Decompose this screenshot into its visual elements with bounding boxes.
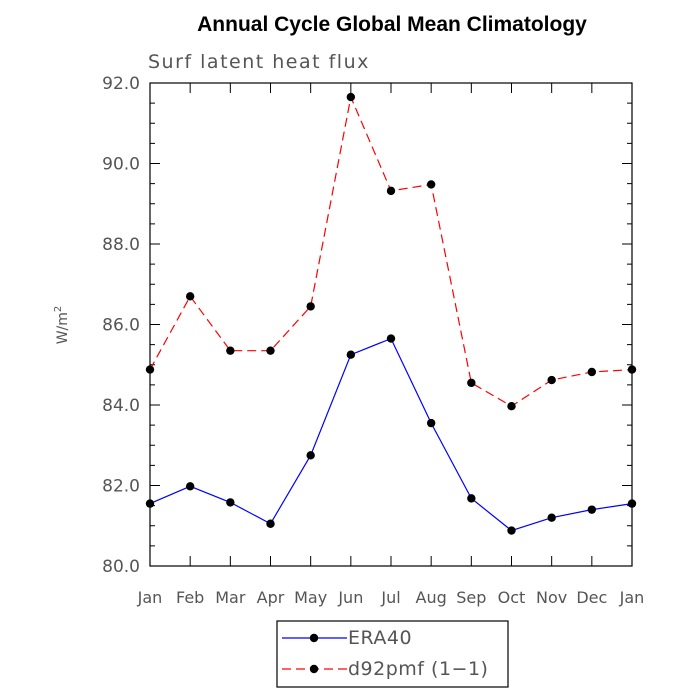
- legend-label: d92pmf (1−1): [348, 658, 488, 680]
- legend-marker: [309, 633, 319, 643]
- x-tick-label: Mar: [215, 588, 246, 607]
- series-layer: [145, 92, 637, 535]
- data-point: [306, 451, 315, 460]
- data-point: [266, 519, 275, 528]
- legend-box: [276, 620, 509, 688]
- chart-title: Annual Cycle Global Mean Climatology: [197, 13, 587, 36]
- y-tick-label: 80.0: [102, 557, 140, 577]
- data-point: [386, 186, 396, 196]
- x-tick-label: Dec: [576, 588, 607, 607]
- data-point: [346, 92, 356, 102]
- data-point: [226, 346, 235, 355]
- data-point: [507, 402, 516, 411]
- data-point: [627, 365, 637, 374]
- y-axis-label: W/m2: [53, 306, 71, 345]
- x-tick-label: Feb: [176, 588, 204, 607]
- x-tick-label: Jan: [137, 588, 163, 607]
- series-line-1: [149, 95, 633, 407]
- x-tick-label: May: [294, 588, 327, 607]
- data-point: [185, 482, 195, 491]
- data-point: [467, 494, 476, 503]
- x-tick-label: Nov: [536, 588, 567, 607]
- data-point: [426, 418, 436, 428]
- data-point: [346, 350, 356, 359]
- x-tick-label: Jul: [380, 588, 400, 607]
- x-tick-label: Jan: [619, 588, 645, 607]
- x-tick-label: Oct: [498, 588, 526, 607]
- series-line-0: [149, 337, 633, 532]
- data-point: [145, 499, 155, 508]
- x-tick-label: Sep: [456, 588, 486, 607]
- data-point: [587, 505, 597, 514]
- chart-subtitle: Surf latent heat flux: [148, 51, 370, 73]
- data-point: [507, 526, 516, 535]
- x-tick-label: Jun: [337, 588, 363, 607]
- data-point: [185, 292, 195, 301]
- plot-frame: [149, 82, 633, 567]
- y-tick-label: 88.0: [102, 235, 140, 255]
- y-tick-label: 86.0: [102, 316, 140, 336]
- data-point: [587, 367, 597, 377]
- data-point: [306, 302, 315, 311]
- legend: ERA40 d92pmf (1−1): [276, 620, 509, 688]
- y-tick-label: 92.0: [102, 74, 140, 94]
- legend-label: ERA40: [348, 627, 412, 649]
- data-point: [145, 365, 155, 374]
- data-point: [547, 375, 556, 385]
- axes: 80.0 82.0 84.0 86.0 88.0 90.0 92.0 Jan Feb Mar Apr…: [102, 74, 644, 607]
- data-point: [547, 513, 556, 522]
- x-tick-label: Apr: [257, 588, 285, 607]
- x-tick-label: Aug: [416, 588, 447, 607]
- y-tick-label: 90.0: [102, 155, 140, 175]
- legend-marker: [309, 664, 319, 674]
- data-point: [226, 498, 235, 507]
- y-tick-label: 82.0: [102, 477, 140, 497]
- data-point: [266, 346, 275, 355]
- data-point: [627, 499, 637, 508]
- data-point: [426, 180, 436, 189]
- data-point: [386, 334, 396, 343]
- data-point: [467, 378, 476, 388]
- y-tick-label: 84.0: [102, 396, 140, 416]
